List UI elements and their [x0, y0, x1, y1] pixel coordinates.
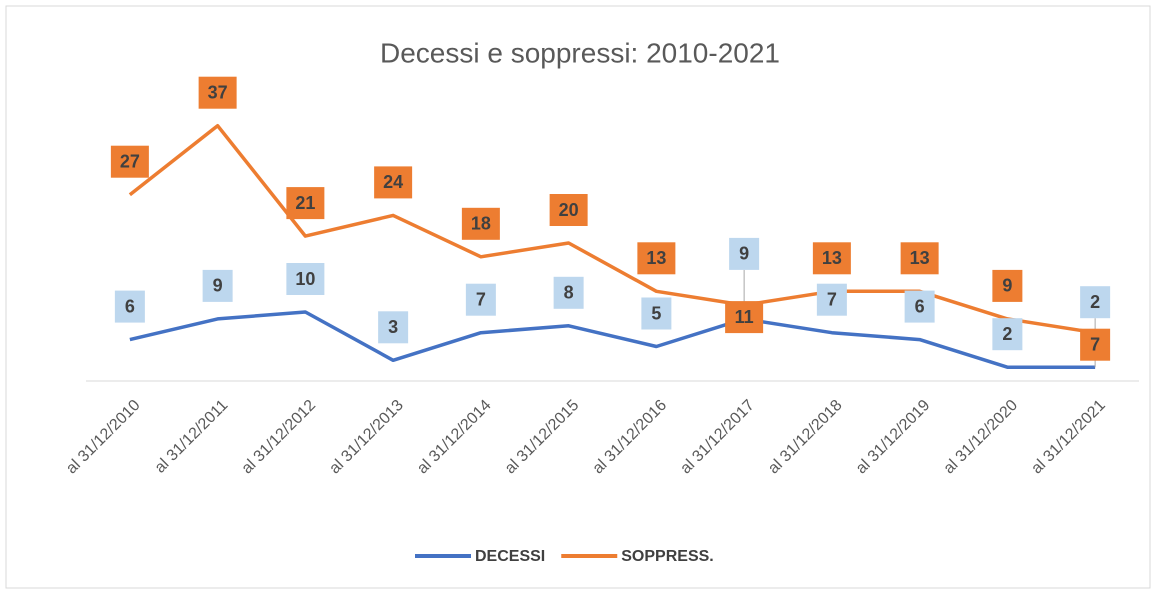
data-label: 2	[1002, 324, 1012, 344]
data-label: 18	[471, 214, 491, 234]
data-label: 27	[120, 151, 140, 171]
data-label: 9	[739, 244, 749, 264]
data-label: 6	[915, 296, 925, 316]
data-label: 9	[1002, 276, 1012, 296]
data-label: 13	[646, 248, 666, 268]
data-label-box	[202, 269, 233, 302]
data-label: 24	[383, 172, 403, 192]
data-label: 3	[388, 317, 398, 337]
data-label-box	[110, 145, 149, 178]
data-label-box	[374, 166, 413, 199]
data-label: 7	[476, 289, 486, 309]
data-label-box	[553, 276, 584, 309]
series-line	[129, 310, 1096, 369]
data-label-box	[641, 297, 672, 330]
data-label: 10	[295, 269, 315, 289]
data-label-box	[904, 290, 935, 323]
data-label: 5	[651, 303, 661, 323]
data-label-box	[461, 207, 500, 240]
data-label: 7	[1090, 334, 1100, 354]
data-label: 21	[295, 193, 315, 213]
data-label: 13	[822, 248, 842, 268]
data-label-box	[992, 269, 1023, 302]
data-label-box	[816, 283, 847, 316]
data-label: 2	[1090, 292, 1100, 312]
data-label-box	[725, 301, 764, 334]
data-label-box	[114, 290, 145, 323]
data-label: 6	[125, 296, 135, 316]
legend-label: DECESSI	[475, 548, 545, 565]
data-label-box	[465, 283, 496, 316]
data-label-box	[198, 76, 237, 109]
chart-title: Decessi e soppressi: 2010-2021	[380, 37, 780, 68]
data-label-box	[729, 237, 760, 270]
data-label: 20	[559, 200, 579, 220]
data-label-box	[1080, 328, 1111, 361]
data-label: 13	[910, 248, 930, 268]
data-label: 11	[735, 307, 754, 327]
data-label-box	[549, 194, 588, 226]
data-label-box	[637, 242, 676, 275]
data-label-box	[900, 242, 939, 275]
data-label: 8	[564, 283, 574, 303]
data-label-box	[1080, 286, 1111, 319]
legend-label: SOPPRESS.	[621, 548, 713, 565]
data-label-box	[286, 187, 325, 220]
data-label-box	[286, 263, 325, 295]
data-label-box	[378, 311, 409, 344]
data-label: 7	[827, 289, 837, 309]
data-label: 9	[213, 276, 223, 296]
data-label-box	[812, 242, 851, 275]
data-label: 37	[208, 82, 228, 102]
data-label-box	[992, 318, 1023, 351]
